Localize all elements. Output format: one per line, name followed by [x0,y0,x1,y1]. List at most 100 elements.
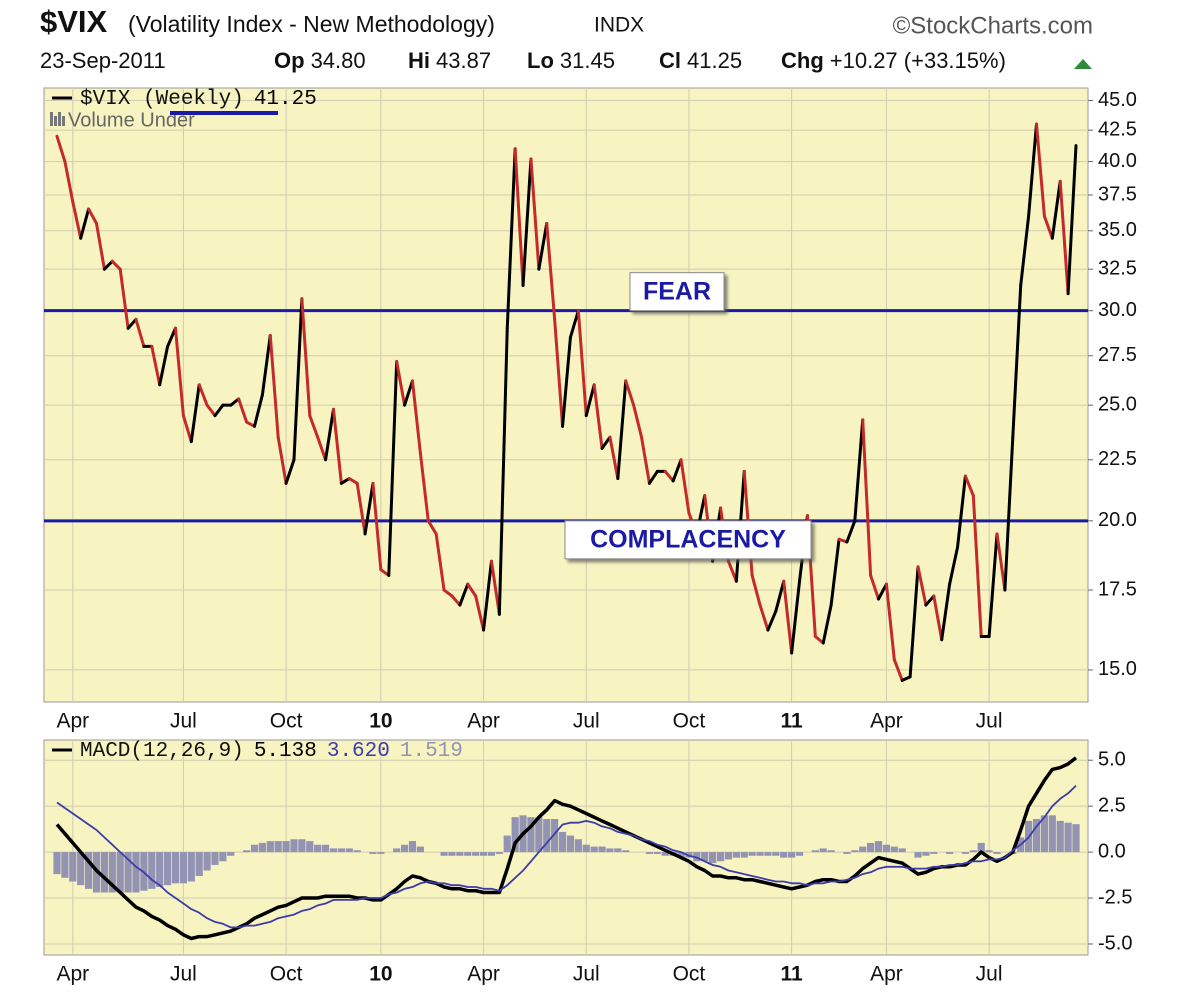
quote-label: Cl [659,48,681,73]
price-segment [410,379,422,455]
price-segment [260,333,272,397]
histogram-bar [645,852,654,854]
histogram-bar [709,852,717,864]
histogram-bar [345,848,353,853]
histogram-bar [819,848,827,853]
y-tick-label: 37.5 [1098,183,1137,205]
histogram-bar [179,852,187,884]
price-segment [821,603,833,645]
price-segment [608,435,620,481]
y-tick-label: 17.5 [1098,578,1137,600]
y-tick-label: 27.5 [1098,344,1137,366]
price-segment [363,481,375,536]
histogram-bar [590,846,598,853]
histogram-bar [701,852,709,862]
price-segment [600,435,612,450]
quote-value: 43.87 [436,48,491,73]
price-segment [766,609,778,632]
histogram-bar [740,852,748,858]
price-segment [63,160,75,204]
y-tick-label: -2.5 [1098,886,1132,908]
price-segment [869,573,881,601]
x-tick-label: Apr [56,710,89,733]
histogram-bar [764,852,772,856]
histogram-bar [582,844,590,853]
annotation-box [564,520,812,560]
histogram-bar [1040,815,1049,853]
quote-row: Op 34.80 Hi 43.87 Lo 31.45 Cl 41.25 Chg +10.27 (+… [274,48,1006,73]
x-tick-label: Oct [673,710,706,733]
histogram-bar [551,819,559,853]
histogram-bar [227,852,235,856]
price-segment [877,582,888,601]
histogram-bar [203,852,211,871]
annotation-label: COMPLACENCY [590,525,786,553]
x-tick-label: 11 [781,963,804,986]
plot-layer: 45.0 42.5 40.0 37.5 35.0 32.5 30.0 27.5 25.0 22.5… [44,88,1137,986]
price-segment [395,359,407,407]
price-segment [331,407,343,485]
price-segment [1019,214,1031,287]
histogram-bar [1072,824,1080,853]
histogram-bar [61,852,69,878]
histogram-bar [274,841,282,853]
price-segment [1050,179,1062,240]
histogram-bar [606,848,614,853]
histogram-bar [369,852,377,854]
histogram-bar [132,852,140,893]
x-tick-label: Jul [170,710,197,733]
histogram-bar [716,852,725,862]
price-segment [166,326,177,348]
price-segment [118,267,130,330]
histogram-bar [487,852,496,856]
price-segment [845,519,857,544]
y-tick-label: 42.5 [1098,118,1137,140]
price-segment [158,344,170,387]
histogram-bar [393,848,401,853]
quote-value: 31.45 [560,48,615,73]
histogram-bar [156,852,164,888]
histogram-bar [661,852,669,856]
chart-subtitle: (Volatility Index - New Methodology) [128,11,495,37]
price-segment [750,573,762,607]
y-tick-label: 32.5 [1098,257,1137,279]
legend-icon [58,112,61,126]
histogram-bar [1048,815,1056,853]
price-segment [940,582,952,642]
histogram-bar [377,852,385,854]
x-tick-label: 11 [781,710,804,733]
price-segment [908,565,920,679]
histogram-bar [290,839,298,853]
histogram-bar [914,852,922,858]
price-segment [229,397,241,407]
price-segment [339,477,351,485]
price-segment [948,545,960,586]
price-segment [197,383,209,407]
legend-icon [54,116,57,126]
y-tick-label: 35.0 [1098,219,1137,241]
y-tick-label: 15.0 [1098,658,1137,680]
price-segment [513,147,525,287]
price-segment [268,333,280,439]
price-segment [71,200,83,240]
price-segment [87,207,98,225]
price-segment [916,565,928,607]
price-segment [774,579,786,613]
x-tick-label: Apr [870,710,903,733]
price-segment [576,309,588,418]
histogram-bar [756,852,764,856]
price-segment [347,477,359,485]
legend-readout: 41.25 [254,88,317,111]
price-segment [995,532,1007,592]
price-segment [853,418,865,523]
annotation-box [629,272,725,312]
quote-value: 41.25 [687,48,742,73]
quote-label: Lo [527,48,554,73]
histogram-bar [266,841,274,853]
price-segment [790,579,802,655]
histogram-bar [598,846,606,853]
price-segment [884,582,896,662]
price-segment [324,407,335,462]
price-segment [403,379,414,407]
price-segment [102,259,114,271]
